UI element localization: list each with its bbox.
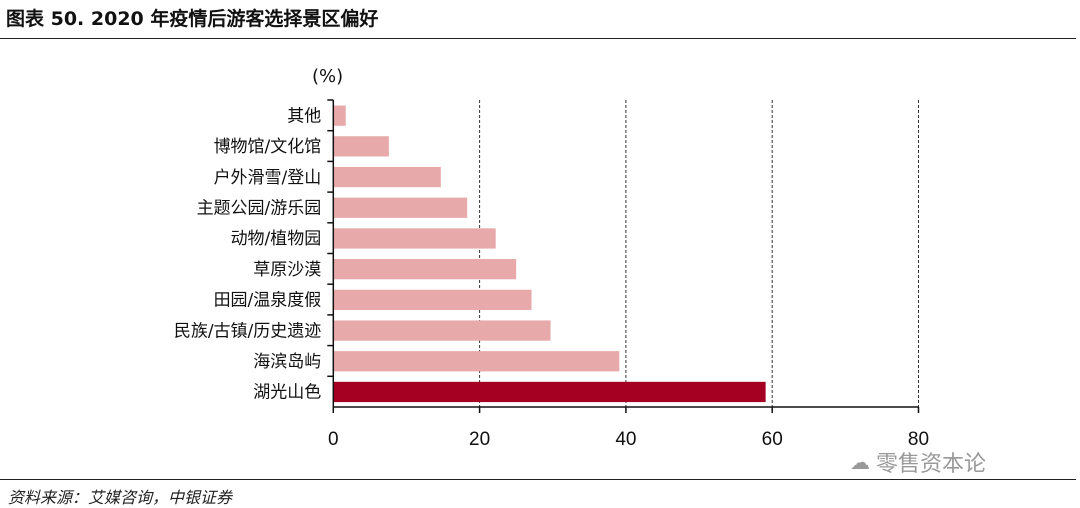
x-tick-label: 20	[469, 429, 490, 450]
bar	[333, 228, 496, 249]
x-tick-label: 40	[615, 429, 636, 450]
category-label: 户外滑雪/登山	[214, 168, 322, 188]
category-label: 湖光山色	[253, 383, 321, 403]
watermark-text: 零售资本论	[876, 452, 987, 477]
category-label: 动物/植物园	[231, 229, 322, 249]
x-tick-label: 60	[762, 429, 783, 450]
bar	[333, 105, 346, 126]
category-label: 民族/古镇/历史遗迹	[174, 321, 321, 341]
source-note: 资料来源：艾媒咨询，中银证券	[8, 488, 233, 507]
x-tick-label: 0	[328, 429, 339, 450]
bar	[333, 289, 532, 310]
bar	[333, 166, 441, 188]
category-label: 主题公园/游乐园	[197, 198, 322, 218]
wechat-icon: ☁	[850, 450, 870, 474]
category-label: 田园/温泉度假	[214, 291, 322, 311]
divider	[0, 38, 1076, 39]
category-label: 博物馆/文化馆	[214, 137, 322, 157]
divider	[0, 479, 1076, 480]
category-label: 草原沙漠	[253, 260, 321, 280]
watermark: ☁ 零售资本论	[850, 446, 986, 478]
unit-label: (%)	[312, 66, 344, 87]
bar	[333, 259, 517, 280]
bar	[333, 381, 766, 403]
category-label: 其他	[287, 106, 321, 126]
x-tick-label: 80	[908, 429, 929, 450]
bar	[333, 136, 389, 157]
chart-title: 图表 50. 2020 年疫情后游客选择景区偏好	[6, 8, 379, 30]
bar	[333, 351, 620, 372]
category-label: 海滨岛屿	[253, 352, 321, 372]
bar	[333, 197, 468, 218]
bar	[333, 320, 551, 341]
